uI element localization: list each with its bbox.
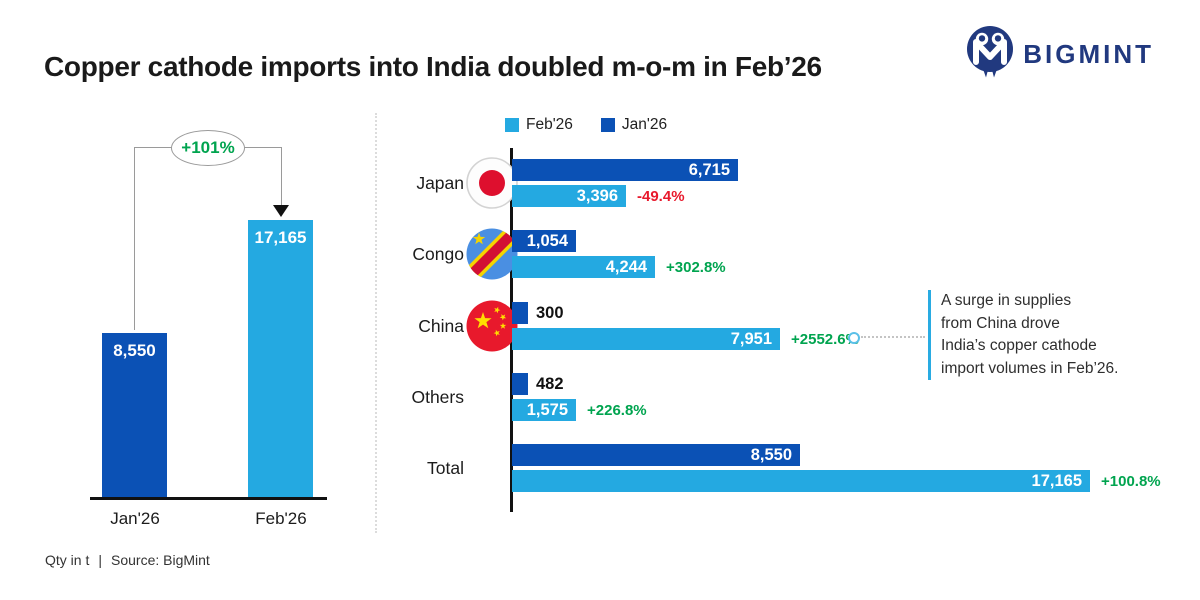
china-flag-icon [466, 300, 518, 357]
legend-label: Feb'26 [526, 116, 573, 133]
arrow-down-icon [273, 205, 289, 217]
bar-jan26-china: 300 [512, 302, 564, 324]
bar-value-label: 17,165 [254, 228, 307, 247]
legend-item-jan26: Jan'26 [600, 116, 668, 134]
change-label-congo: +302.8% [666, 259, 726, 276]
footer-separator: | [98, 552, 102, 568]
callout-line-4: import volumes in Feb’26. [941, 359, 1119, 377]
footer-note: Qty in t | Source: BigMint [45, 552, 210, 568]
panel-divider [375, 113, 377, 533]
change-label-total: +100.8% [1101, 473, 1161, 490]
legend-item-feb26: Feb'26 [505, 116, 573, 134]
connector-right-line [281, 147, 282, 207]
bar-jan26-congo: 1,054 [512, 230, 576, 252]
bar-value-label: 8,550 [113, 341, 156, 360]
callout-marker-icon [848, 332, 860, 344]
bar-value-label: 4,244 [605, 258, 647, 276]
category-label-japan: Japan [416, 173, 464, 193]
bar-feb26-congo: 4,244 [512, 256, 655, 278]
category-label-total: Total [427, 458, 464, 478]
change-label-others: +226.8% [587, 402, 647, 419]
bar-jan26-others: 482 [512, 373, 564, 395]
bar-value-label: 1,575 [526, 401, 568, 419]
bar-feb26-japan: 3,396 [512, 185, 626, 207]
bar-value-label: 1,054 [526, 232, 568, 250]
x-axis-line [90, 497, 327, 500]
bar-value-label: 300 [536, 304, 564, 322]
legend-swatch-feb26 [505, 118, 519, 132]
axis-label-feb26: Feb'26 [255, 509, 307, 528]
bar-feb26-total: 17,165 [512, 470, 1090, 492]
change-badge: +101% [171, 130, 245, 166]
bar-value-label: 7,951 [730, 330, 772, 348]
bar-value-label: 6,715 [688, 161, 730, 179]
bar-jan26-japan: 6,715 [512, 159, 738, 181]
congo-flag-icon [466, 228, 518, 285]
bar-feb26: 17,165 [248, 220, 313, 500]
axis-label-jan26: Jan'26 [110, 509, 160, 528]
change-label-japan: -49.4% [637, 188, 685, 205]
bar-feb26-china: 7,951 [512, 328, 780, 350]
callout-line-2: from China drove [941, 314, 1060, 332]
bar-value-label: 17,165 [1031, 472, 1082, 490]
category-label-congo: Congo [412, 244, 464, 264]
callout-text: A surge in supplies from China drove Ind… [928, 290, 1191, 380]
legend-label: Jan'26 [621, 116, 668, 133]
bar-jan26: 8,550 [102, 333, 167, 500]
source-note: Source: BigMint [111, 552, 210, 568]
change-badge-label: +101% [181, 138, 235, 157]
bar-jan26-total: 8,550 [512, 444, 800, 466]
bar-feb26-others: 1,575 [512, 399, 576, 421]
bigmint-logo: BIGMINT [967, 26, 1154, 83]
legend-swatch-jan26 [600, 118, 615, 132]
origin-chart: Feb'26 Jan'26 Japan 6,715 3,396 -49.4% Congo… [400, 110, 1200, 560]
category-label-others: Others [411, 387, 464, 407]
japan-flag-icon [466, 157, 518, 214]
callout-line-1: A surge in supplies [941, 292, 1072, 309]
bar-value-label: 482 [536, 375, 564, 393]
bar-value-label: 3,396 [576, 187, 618, 205]
change-label-china: +2552.6% [791, 331, 859, 348]
chart-legend: Feb'26 Jan'26 [505, 116, 667, 134]
callout-connector-line [861, 336, 925, 338]
page-title: Copper cathode imports into India double… [44, 50, 822, 82]
callout-line-3: India’s copper cathode [941, 337, 1097, 354]
summary-chart: +101% 8,550 17,165 Jan'26 Feb'26 [44, 110, 374, 560]
bar-value-label: 8,550 [750, 446, 792, 464]
bigmint-wordmark: BIGMINT [1023, 39, 1154, 69]
qty-note: Qty in t [45, 552, 90, 568]
category-label-china: China [418, 316, 464, 336]
bigmint-monogram-icon [967, 26, 1014, 83]
connector-left-line [134, 147, 135, 330]
